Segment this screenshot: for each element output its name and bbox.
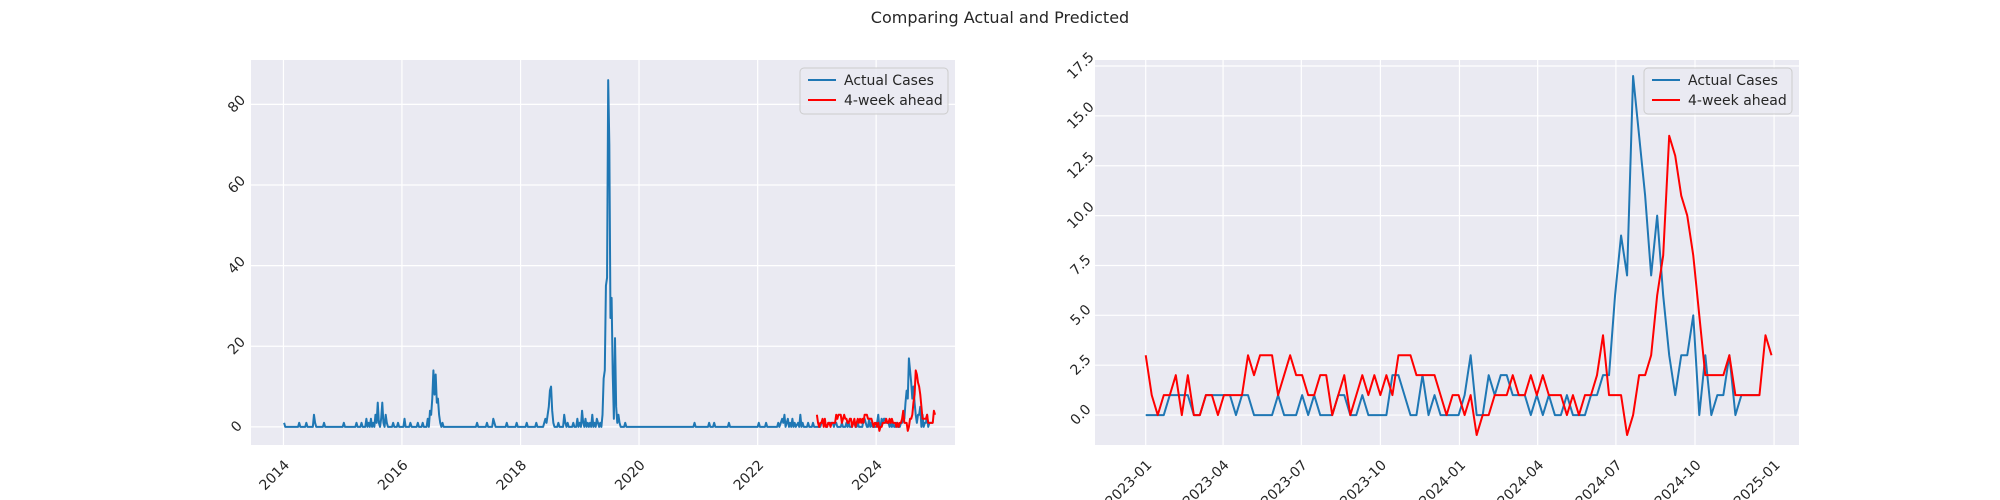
y-tick-label: 5.0 [1067, 302, 1094, 329]
y-tick-label: 20 [225, 334, 249, 358]
y-tick-label: 80 [225, 92, 249, 116]
legend: Actual Cases 4-week ahead [799, 67, 949, 115]
legend-label-actual: Actual Cases [1688, 73, 1778, 89]
figure-title: Comparing Actual and Predicted [871, 8, 1129, 27]
x-tick-label: 2025-01 [1731, 457, 1784, 500]
x-tick-label: 2020 [612, 457, 649, 494]
x-tick-label: 2023-10 [1337, 457, 1390, 500]
y-tick-label: 12.5 [1064, 149, 1097, 182]
x-tick-label: 2024-07 [1573, 457, 1626, 500]
x-tick-label: 2023-04 [1180, 457, 1233, 500]
chart-panel-overall: 2014 2016 2018 2020 2022 2024 0 20 40 60 80 Actua… [225, 60, 955, 494]
x-tick-label: 2022 [731, 457, 768, 494]
legend-label-predicted: 4-week ahead [1688, 93, 1787, 109]
x-tick-label: 2024-01 [1416, 457, 1469, 500]
series-line-predicted [815, 369, 937, 432]
x-tick-label: 2016 [375, 457, 412, 494]
legend-label-predicted: 4-week ahead [844, 93, 943, 109]
y-axis-ticks: 0.0 2.5 5.0 7.5 10.0 12.5 15.0 17.5 [1064, 49, 1097, 428]
y-tick-label: 60 [225, 173, 249, 197]
series-lines [1144, 74, 1773, 437]
plot-area [1095, 60, 1799, 445]
series-line-predicted [1144, 134, 1773, 437]
y-axis-ticks: 0 20 40 60 80 [225, 92, 249, 435]
x-tick-label: 2024-10 [1652, 457, 1705, 500]
x-axis-ticks: 2023-01 2023-04 2023-07 2023-10 2024-01 2024-… [1103, 457, 1784, 500]
x-tick-label: 2024-04 [1495, 457, 1548, 500]
x-tick-label: 2018 [494, 457, 531, 494]
y-tick-label: 2.5 [1067, 352, 1094, 379]
chart-panel-recent: 2023-01 2023-04 2023-07 2023-10 2024-01 2024-… [1064, 49, 1799, 500]
y-tick-label: 17.5 [1064, 49, 1097, 82]
y-tick-label: 40 [225, 254, 249, 278]
x-tick-label: 2024 [849, 457, 886, 494]
y-tick-label: 10.0 [1064, 199, 1097, 232]
y-tick-label: 15.0 [1064, 99, 1097, 132]
y-tick-label: 0 [228, 418, 246, 436]
x-tick-label: 2023-07 [1258, 457, 1311, 500]
y-tick-label: 0.0 [1067, 402, 1094, 429]
x-tick-label: 2014 [257, 457, 294, 494]
legend: Actual Cases 4-week ahead [1643, 67, 1793, 115]
legend-box [1643, 67, 1793, 115]
x-tick-label: 2023-01 [1103, 457, 1156, 500]
x-axis-ticks: 2014 2016 2018 2020 2022 2024 [257, 457, 886, 494]
legend-label-actual: Actual Cases [844, 73, 934, 89]
series-lines [283, 79, 937, 432]
y-tick-label: 7.5 [1067, 252, 1094, 279]
legend-box [799, 67, 949, 115]
series-line-actual [1145, 74, 1760, 417]
